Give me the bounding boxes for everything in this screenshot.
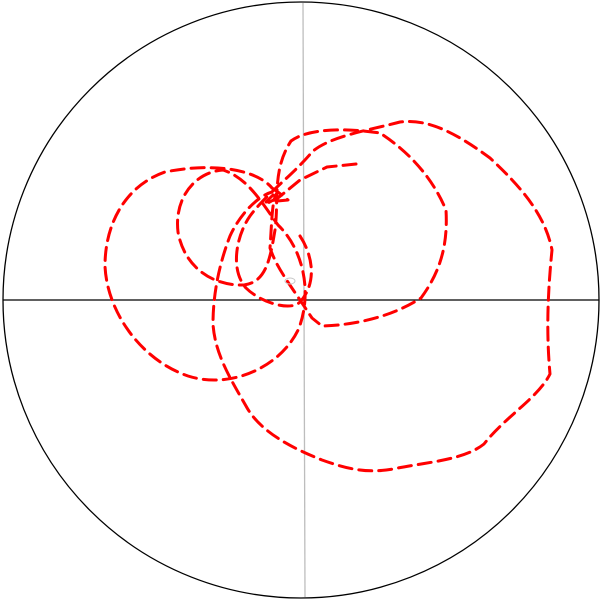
trajectory-outer-loop xyxy=(211,119,554,473)
origin-marker xyxy=(284,277,296,285)
trajectory-trace xyxy=(103,128,448,382)
